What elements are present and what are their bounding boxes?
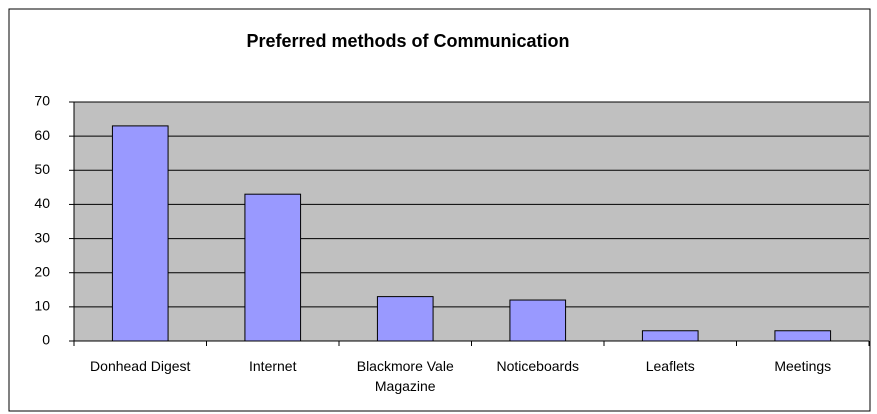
x-tick-label: Noticeboards bbox=[496, 358, 580, 374]
bar bbox=[509, 299, 567, 342]
bar bbox=[641, 330, 699, 342]
y-tick-label: 70 bbox=[34, 93, 50, 109]
y-tick-label: 40 bbox=[34, 195, 50, 211]
y-tick-label: 20 bbox=[34, 263, 50, 279]
bar bbox=[376, 296, 434, 342]
y-tick-label: 30 bbox=[34, 229, 50, 245]
x-tick-label: Internet bbox=[249, 358, 297, 374]
y-tick-label: 60 bbox=[34, 127, 50, 143]
y-tick-label: 0 bbox=[42, 332, 50, 348]
chart-title: Preferred methods of Communication bbox=[246, 31, 569, 51]
bar bbox=[774, 330, 832, 342]
x-tick-label: Donhead Digest bbox=[90, 358, 191, 374]
y-tick-label: 10 bbox=[34, 298, 50, 314]
bar bbox=[244, 193, 302, 342]
x-tick-label: Leaflets bbox=[645, 358, 695, 374]
x-tick-label: Meetings bbox=[774, 358, 832, 374]
y-tick-label: 50 bbox=[34, 161, 50, 177]
x-tick-label: Blackmore Vale Magazine bbox=[356, 358, 454, 394]
bar bbox=[111, 125, 169, 342]
plot-area bbox=[74, 102, 869, 341]
